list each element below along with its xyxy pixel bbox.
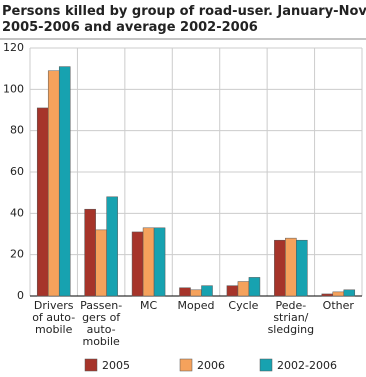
x-tick-label-line: Pede- <box>275 299 306 312</box>
x-tick-label-line: mobile <box>35 323 73 336</box>
bar <box>58 66 71 297</box>
x-tick-label: Cycle <box>228 299 258 312</box>
x-tick-label-line: MC <box>140 299 157 312</box>
bar <box>274 239 286 297</box>
bar <box>153 227 166 297</box>
legend-label: 2006 <box>197 359 225 372</box>
x-tick-label: Moped <box>178 299 215 312</box>
legend-swatch <box>179 358 193 372</box>
bar <box>248 277 261 297</box>
bar <box>36 107 49 297</box>
bar <box>142 227 155 297</box>
bar <box>201 285 213 297</box>
y-tick-label: 120 <box>3 41 24 54</box>
y-tick-label: 40 <box>10 206 24 219</box>
legend-label: 2005 <box>102 359 130 372</box>
x-tick-label: Passen-gers of auto-mobile <box>80 299 122 348</box>
y-tick-label: 60 <box>10 165 24 178</box>
x-tick-label-line: sledging <box>268 323 315 336</box>
bar <box>95 229 107 297</box>
bar <box>84 208 96 297</box>
x-tick-label: MC <box>140 299 157 312</box>
bar <box>131 231 144 297</box>
x-tick-label: Pede-strian/sledging <box>268 299 315 336</box>
bar <box>237 281 250 297</box>
legend-swatch <box>84 358 98 372</box>
y-tick-label: 100 <box>3 82 24 95</box>
bar <box>332 291 345 297</box>
bar <box>321 293 334 297</box>
bar <box>47 70 60 297</box>
x-tick-label-line: Moped <box>178 299 215 312</box>
x-tick-label-line: Drivers <box>34 299 74 312</box>
bar <box>296 239 308 297</box>
y-tick-label: 0 <box>17 289 24 302</box>
legend-label: 2002-2006 <box>277 359 337 372</box>
bar <box>343 289 356 297</box>
bar <box>226 285 239 297</box>
chart-title: 2005-2006 and average 2002-2006 <box>2 20 258 35</box>
x-tick-label-line: Passen- <box>80 299 122 312</box>
x-tick-label: Drivers of auto-mobile <box>32 299 75 336</box>
x-tick-label-line: mobile <box>82 335 120 348</box>
legend-swatch <box>259 358 273 372</box>
x-tick-label-line: Other <box>323 299 355 312</box>
bar <box>190 289 202 297</box>
bar <box>106 196 118 297</box>
x-tick-label-line: strian/ <box>273 311 308 324</box>
bar <box>179 287 191 297</box>
y-tick-label: 80 <box>10 124 24 137</box>
chart-title: Persons killed by group of road-user. Ja… <box>2 4 366 19</box>
bar <box>285 237 297 297</box>
x-tick-label-line: auto- <box>87 323 116 336</box>
x-tick-label-line: gers of <box>82 311 121 324</box>
x-tick-label-line: Cycle <box>228 299 258 312</box>
x-tick-label-line: of auto- <box>32 311 75 324</box>
x-tick-label: Other <box>323 299 355 312</box>
y-tick-label: 20 <box>10 248 24 261</box>
